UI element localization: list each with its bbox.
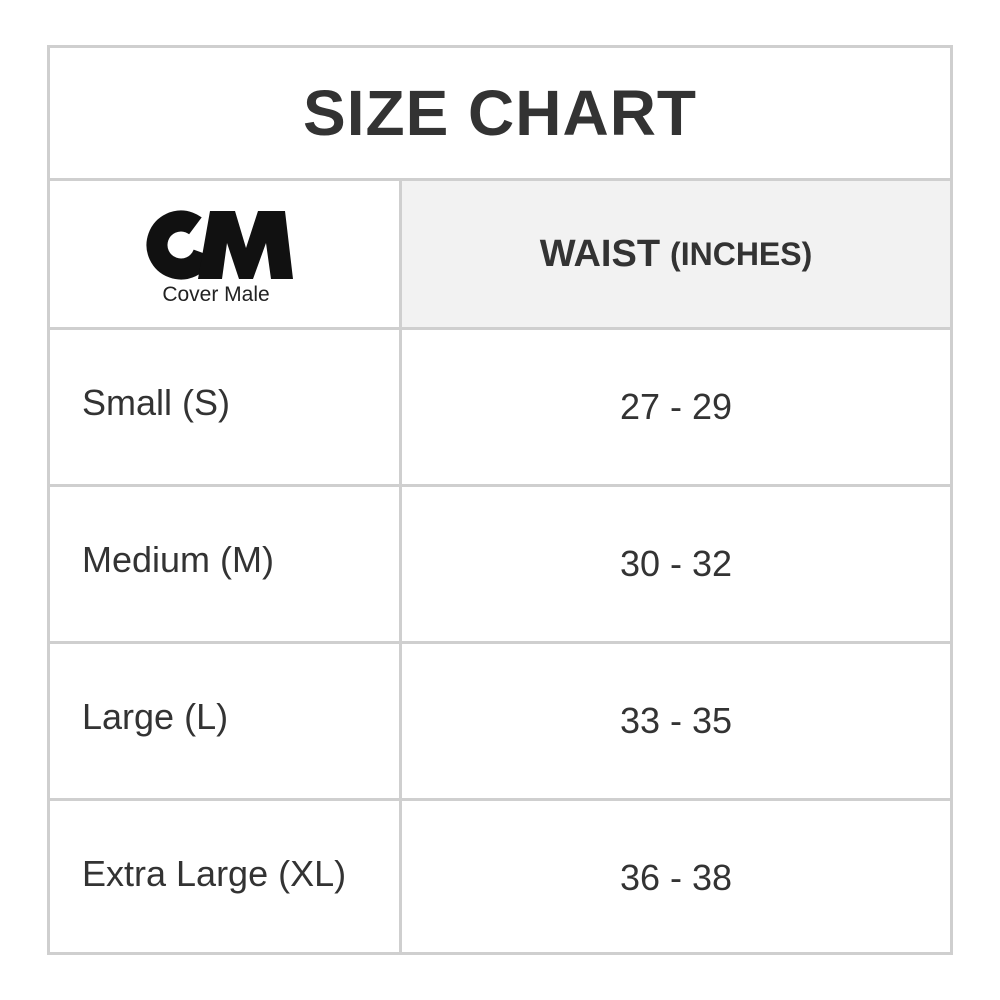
size-label: Extra Large (XL) — [82, 853, 347, 894]
table-row: Extra Large (XL) 36 - 38 — [50, 801, 950, 955]
divider — [50, 641, 950, 644]
brand-name: Cover Male — [162, 283, 269, 306]
table-row: Medium (M) 30 - 32 — [50, 487, 950, 641]
size-label: Large (L) — [82, 696, 229, 737]
divider — [50, 178, 950, 181]
waist-value: 36 - 38 — [619, 857, 733, 898]
table-row: Small (S) 27 - 29 — [50, 330, 950, 484]
column-divider — [399, 178, 402, 952]
table-row: Large (L) 33 - 35 — [50, 644, 950, 798]
size-chart-table: SIZE CHART Cover Male WAIST (INCHES) Sma… — [47, 45, 953, 955]
size-label: Medium (M) — [82, 539, 275, 580]
measure-label: WAIST — [539, 232, 661, 275]
waist-header: WAIST (INCHES) — [402, 181, 950, 327]
brand-logo: Cover Male — [50, 181, 399, 327]
waist-value: 33 - 35 — [619, 700, 733, 741]
waist-value: 27 - 29 — [619, 386, 733, 427]
chart-title: SIZE CHART — [303, 77, 697, 149]
divider — [50, 798, 950, 801]
size-label: Small (S) — [82, 382, 231, 423]
waist-value: 30 - 32 — [619, 543, 733, 584]
divider — [50, 484, 950, 487]
divider — [50, 327, 950, 330]
unit-label: (INCHES) — [670, 235, 813, 272]
